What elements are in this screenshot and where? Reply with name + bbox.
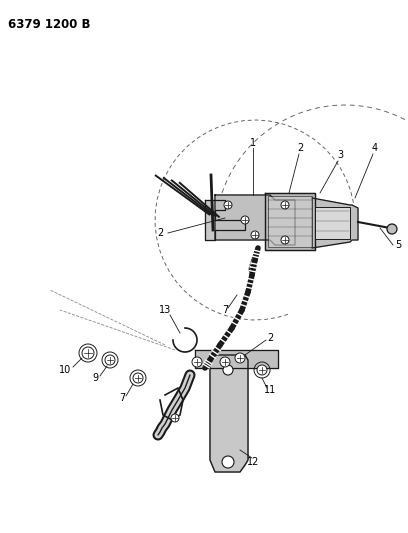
- Circle shape: [222, 456, 234, 468]
- Text: 4: 4: [372, 143, 378, 153]
- Circle shape: [241, 216, 249, 224]
- Polygon shape: [312, 198, 358, 248]
- Circle shape: [105, 355, 115, 365]
- Text: 11: 11: [264, 385, 276, 395]
- Circle shape: [220, 357, 230, 367]
- Bar: [315, 207, 350, 239]
- Text: 7: 7: [222, 305, 228, 315]
- Text: 6379 1200 B: 6379 1200 B: [8, 18, 91, 31]
- Text: 10: 10: [59, 365, 71, 375]
- Text: 12: 12: [247, 457, 259, 467]
- Text: 5: 5: [395, 240, 401, 250]
- Circle shape: [235, 353, 245, 363]
- Text: 2: 2: [297, 143, 303, 153]
- Circle shape: [387, 224, 397, 234]
- Circle shape: [171, 414, 179, 422]
- Circle shape: [192, 357, 202, 367]
- Polygon shape: [265, 193, 315, 250]
- Text: 9: 9: [92, 373, 98, 383]
- Text: 3: 3: [337, 150, 343, 160]
- Text: 13: 13: [159, 305, 171, 315]
- Circle shape: [133, 373, 143, 383]
- Polygon shape: [195, 350, 278, 368]
- Polygon shape: [205, 200, 245, 240]
- Text: 1: 1: [250, 138, 256, 148]
- Text: 8: 8: [155, 427, 161, 437]
- Text: 6: 6: [247, 265, 253, 275]
- Circle shape: [281, 236, 289, 244]
- Bar: [268, 196, 312, 247]
- Circle shape: [257, 365, 267, 375]
- Circle shape: [281, 201, 289, 209]
- Polygon shape: [215, 195, 295, 245]
- Text: 2: 2: [157, 228, 163, 238]
- Circle shape: [224, 201, 232, 209]
- Polygon shape: [210, 355, 248, 472]
- Text: 2: 2: [267, 333, 273, 343]
- Circle shape: [223, 365, 233, 375]
- Circle shape: [251, 231, 259, 239]
- Text: 7: 7: [119, 393, 125, 403]
- Circle shape: [82, 347, 94, 359]
